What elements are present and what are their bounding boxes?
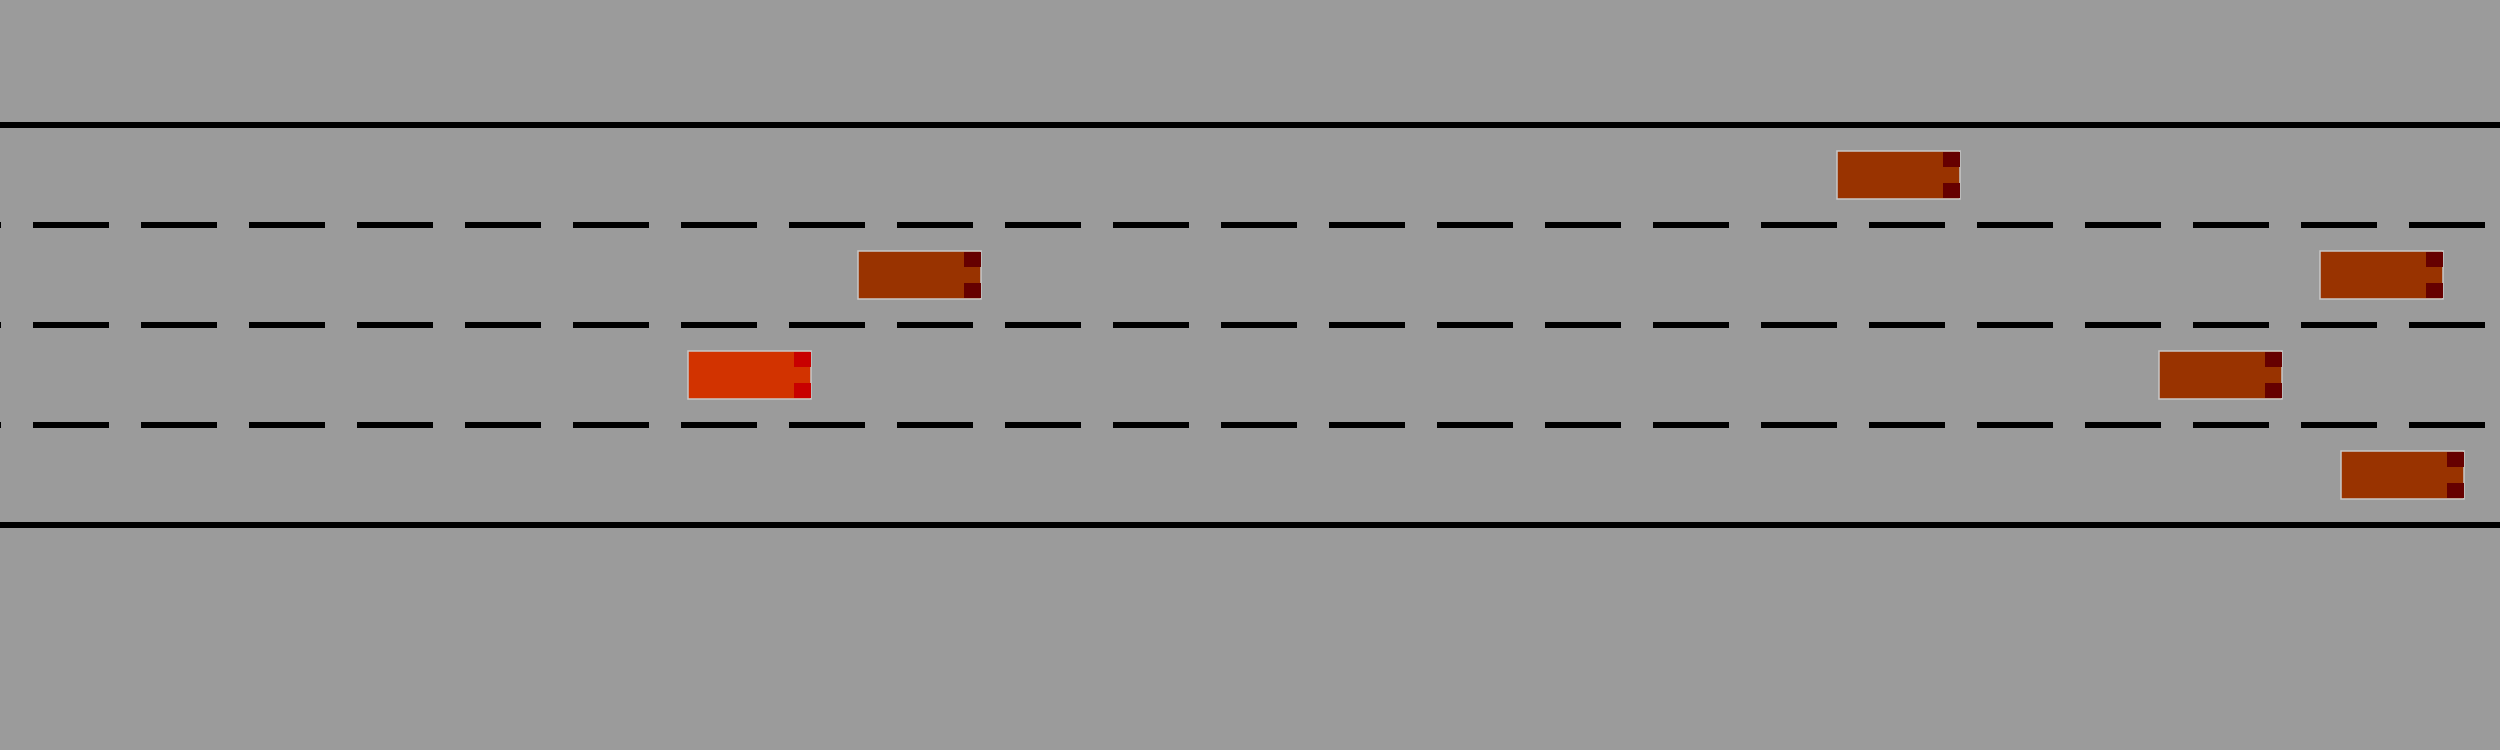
headlight-left xyxy=(2447,452,2464,467)
other-vehicle-4 xyxy=(2158,350,2283,400)
vehicle-body xyxy=(2158,350,2283,400)
other-vehicle-3 xyxy=(2319,250,2444,300)
headlight-left xyxy=(794,352,811,367)
vehicle-body xyxy=(857,250,982,300)
vehicle-body xyxy=(2340,450,2465,500)
headlight-right xyxy=(794,383,811,398)
vehicles-layer xyxy=(687,150,2465,500)
vehicle-body xyxy=(1836,150,1961,200)
headlight-right xyxy=(2265,383,2282,398)
headlight-left xyxy=(964,252,981,267)
headlight-left xyxy=(2426,252,2443,267)
headlight-right xyxy=(2426,283,2443,298)
headlight-right xyxy=(1943,183,1960,198)
lane-markings xyxy=(0,122,2500,528)
vehicle-body xyxy=(2319,250,2444,300)
headlight-right xyxy=(2447,483,2464,498)
vehicle-body xyxy=(687,350,812,400)
ego-vehicle xyxy=(687,350,812,400)
other-vehicle-5 xyxy=(2340,450,2465,500)
headlight-right xyxy=(964,283,981,298)
other-vehicle-2 xyxy=(857,250,982,300)
headlight-left xyxy=(2265,352,2282,367)
other-vehicle-1 xyxy=(1836,150,1961,200)
headlight-left xyxy=(1943,152,1960,167)
